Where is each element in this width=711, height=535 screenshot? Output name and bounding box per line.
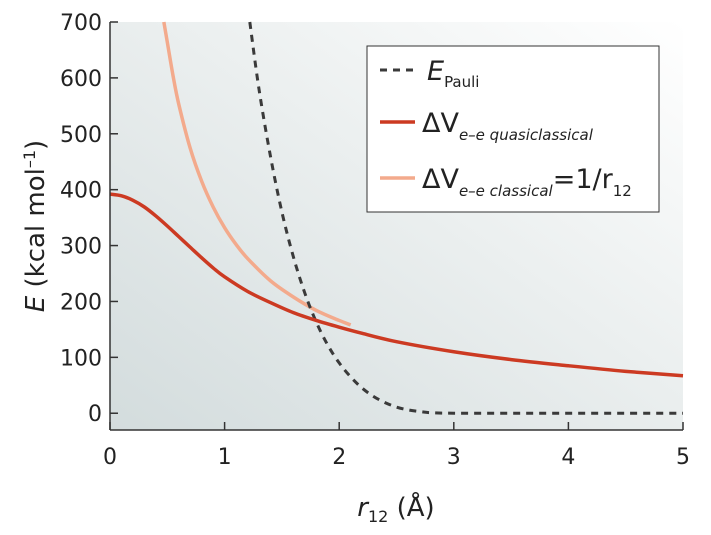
x-axis-unit: (Å) <box>388 491 434 523</box>
y-tick-label: 500 <box>60 123 102 148</box>
x-tick-label: 3 <box>447 445 461 470</box>
y-axis-title: E (kcal mol–1) <box>20 140 52 312</box>
y-tick-label: 600 <box>60 67 102 92</box>
legend-label-pauli: EPauli <box>427 56 479 91</box>
y-tick-label: 300 <box>60 235 102 260</box>
series-line-pauli <box>248 21 683 415</box>
y-axis-close: ) <box>21 140 51 150</box>
legend-quasi-sub: e–e quasiclassical <box>459 126 594 144</box>
y-axis-unit-sup: –1 <box>20 150 39 168</box>
legend-pauli-main: E <box>427 56 444 87</box>
y-tick-label: 700 <box>60 11 102 36</box>
y-tick-label: 100 <box>60 346 102 371</box>
legend-quasi-main: ΔV <box>422 108 459 139</box>
legend-box <box>366 45 660 213</box>
legend-classical-sub: e–e classical <box>459 182 554 200</box>
series-line-quasiclassical <box>109 192 684 378</box>
legend-classical-rest: =1/r <box>553 164 614 195</box>
series-layer <box>109 21 684 415</box>
x-axis-var: r <box>357 493 370 523</box>
x-tick-label: 1 <box>218 445 232 470</box>
x-tick-label: 4 <box>561 445 575 470</box>
legend-classical-rest-sub: 12 <box>613 182 632 200</box>
legend-label-classical: ΔVe–e classical=1/r12 <box>422 164 632 200</box>
legend-classical-main: ΔV <box>422 164 459 195</box>
x-tick-label: 5 <box>676 445 690 470</box>
x-axis-title: r12 (Å) <box>357 491 434 526</box>
y-axis-unit: (kcal mol <box>21 168 51 296</box>
legend: EPauli ΔVe–e quasiclassical ΔVe–e classi… <box>366 45 660 213</box>
legend-label-quasiclassical: ΔVe–e quasiclassical <box>422 108 594 144</box>
x-axis-sub: 12 <box>368 507 388 526</box>
y-tick-label: 200 <box>60 290 102 315</box>
x-tick-label: 2 <box>332 445 346 470</box>
y-tick-label: 400 <box>60 179 102 204</box>
x-tick-label: 0 <box>103 445 117 470</box>
y-axis-var: E <box>21 295 51 312</box>
legend-pauli-sub: Pauli <box>444 73 479 91</box>
y-tick-label: 0 <box>88 402 102 427</box>
